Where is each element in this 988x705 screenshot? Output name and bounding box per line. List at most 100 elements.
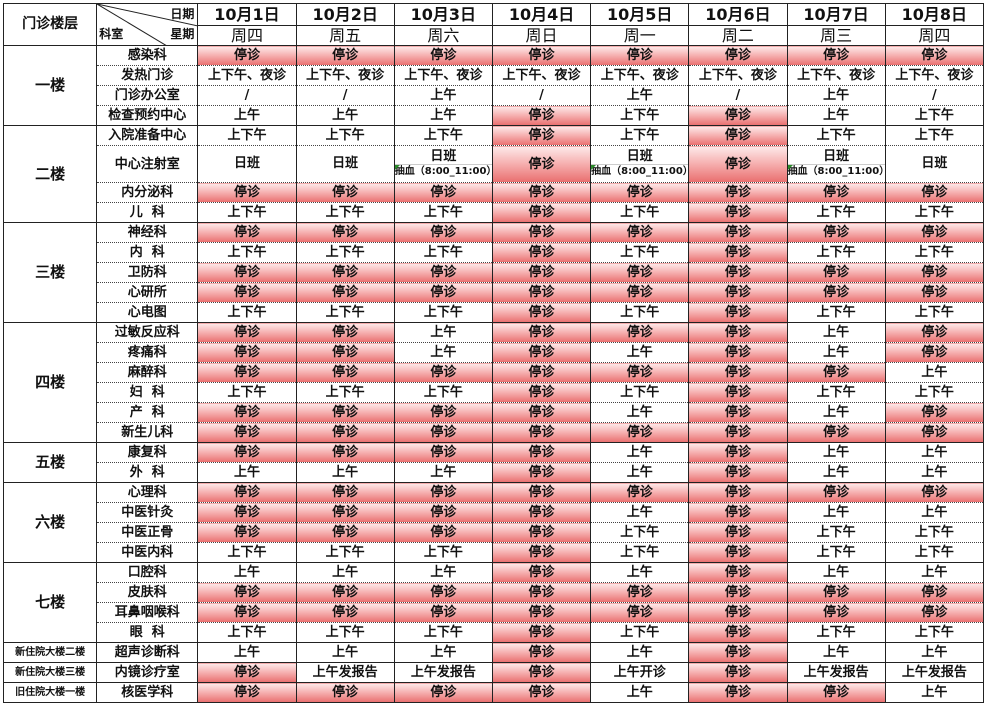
closed-cell: 停诊	[688, 582, 788, 603]
schedule-cell: 上下午	[786, 302, 886, 323]
closed-cell: 停诊	[786, 282, 886, 303]
floor-label: 二楼	[2, 125, 98, 223]
closed-cell: 停诊	[197, 502, 297, 523]
closed-cell: 停诊	[688, 202, 788, 223]
closed-cell: 停诊	[688, 602, 788, 623]
closed-cell: 停诊	[491, 402, 592, 423]
closed-cell: 停诊	[491, 342, 592, 363]
schedule-cell: 上下午、夜诊	[491, 65, 592, 86]
schedule-cell: 上午	[786, 502, 886, 523]
date-header: 10月6日	[688, 3, 788, 26]
closed-cell: 停诊	[295, 482, 395, 503]
table-row: 妇 科上下午 上下午 上下午 停诊 上下午 停诊 上下午 上下午	[4, 382, 985, 403]
diagonal-lines	[97, 4, 197, 45]
schedule-cell: 上下午	[197, 382, 297, 403]
schedule-cell: 上午	[786, 562, 886, 583]
closed-cell: 停诊	[295, 45, 395, 66]
schedule-cell: 上午	[590, 682, 690, 703]
closed-cell: 停诊	[197, 582, 297, 603]
schedule-cell: 上下午	[393, 622, 493, 643]
department-name: 发热门诊	[96, 65, 199, 86]
schedule-cell: 上午	[590, 562, 690, 583]
schedule-body: 一楼 感染科 停诊 停诊 停诊 停诊 停诊 停诊 停诊 停诊 发热门诊 上下午、夜诊 上下午、夜诊 上下午…	[2, 45, 985, 703]
closed-cell: 停诊	[688, 462, 788, 483]
schedule-cell: 上下午	[786, 622, 886, 643]
schedule-cell: /	[884, 85, 985, 106]
schedule-cell: 上下午	[393, 542, 493, 563]
schedule-cell: 上午	[393, 342, 493, 363]
schedule-cell: 上下午	[590, 522, 690, 543]
diagonal-header-cell: 日期 科室 星期	[96, 3, 199, 46]
table-row: 七楼 口腔科 上午 上午 上午 停诊 上午 停诊 上午 上午	[2, 562, 985, 643]
schedule-cell: 上午	[590, 342, 690, 363]
closed-cell: 停诊	[295, 442, 395, 463]
schedule-cell: 上下午、夜诊	[884, 65, 985, 86]
department-name: 过敏反应科	[96, 322, 199, 343]
schedule-cell: 上午	[393, 85, 493, 106]
closed-cell: 停诊	[393, 262, 493, 283]
closed-cell: 停诊	[197, 482, 297, 503]
table-row: 一楼 感染科 停诊 停诊 停诊 停诊 停诊 停诊 停诊 停诊	[2, 45, 985, 126]
closed-cell: 停诊	[590, 262, 690, 283]
dept-axis-label: 科室	[99, 27, 124, 41]
closed-cell: 停诊	[393, 282, 493, 303]
schedule-cell: 上下午	[590, 302, 690, 323]
schedule-cell: /	[295, 85, 395, 106]
schedule-cell: 日班 抽血（8:00_11:00）	[786, 145, 886, 183]
table-row: 五楼 康复科 停诊 停诊 停诊 停诊 上午 停诊 上午 上午	[2, 442, 985, 483]
table-row: 产 科停诊 停诊 停诊 停诊 上午 停诊 上午 停诊	[4, 402, 985, 423]
weekday-header: 周二	[688, 25, 788, 46]
closed-cell: 停诊	[884, 482, 985, 503]
date-header: 10月7日	[786, 3, 886, 26]
closed-cell: 停诊	[491, 582, 592, 603]
blood-draw-hours: 抽血（8:00_11:00）	[787, 163, 886, 177]
schedule-cell: 上下午	[590, 105, 690, 126]
schedule-cell: 上午	[393, 642, 493, 663]
schedule-cell: 上下午	[393, 382, 493, 403]
closed-cell: 停诊	[295, 182, 395, 203]
closed-cell: 停诊	[786, 45, 886, 66]
date-header: 10月2日	[295, 3, 395, 26]
closed-cell: 停诊	[688, 482, 788, 503]
schedule-cell: 上午	[590, 442, 690, 463]
closed-cell: 停诊	[197, 262, 297, 283]
closed-cell: 停诊	[491, 222, 592, 243]
department-name: 超声诊断科	[96, 642, 199, 663]
schedule-cell: 上下午	[884, 242, 985, 263]
closed-cell: 停诊	[786, 182, 886, 203]
table-row: 六楼 心理科 停诊 停诊 停诊 停诊 停诊 停诊 停诊 停诊	[2, 482, 985, 563]
schedule-cell: 上下午	[295, 302, 395, 323]
schedule-cell: 上午	[884, 362, 985, 383]
schedule-cell: 上午	[197, 562, 297, 583]
schedule-cell: 上午	[295, 642, 395, 663]
schedule-cell: 上下午	[590, 202, 690, 223]
schedule-cell: 上下午	[197, 125, 297, 146]
floor-label: 新住院大楼三楼	[2, 662, 98, 683]
closed-cell: 停诊	[786, 682, 886, 703]
closed-cell: 停诊	[295, 582, 395, 603]
closed-cell: 停诊	[688, 442, 788, 463]
closed-cell: 停诊	[688, 342, 788, 363]
closed-cell: 停诊	[491, 302, 592, 323]
schedule-cell: 上午	[590, 642, 690, 663]
schedule-cell: 上下午	[197, 622, 297, 643]
department-name: 新生儿科	[96, 422, 199, 443]
table-row: 儿 科上下午 上下午 上下午 停诊 上下午 停诊 上下午 上下午	[4, 202, 985, 223]
closed-cell: 停诊	[884, 282, 985, 303]
floor-label: 旧住院大楼一楼	[2, 682, 98, 703]
schedule-cell: 上午	[590, 502, 690, 523]
schedule-cell: 上午	[786, 322, 886, 343]
closed-cell: 停诊	[393, 362, 493, 383]
schedule-cell: 上下午	[884, 125, 985, 146]
schedule-cell: 上午	[786, 462, 886, 483]
department-name: 检查预约中心	[96, 105, 199, 126]
schedule-cell: 上午发报告	[295, 662, 395, 683]
closed-cell: 停诊	[688, 125, 788, 146]
schedule-cell: 上下午	[393, 202, 493, 223]
schedule-cell: 上下午、夜诊	[688, 65, 788, 86]
closed-cell: 停诊	[688, 682, 788, 703]
department-name: 心电图	[96, 302, 199, 323]
schedule-cell: 上午发报告	[884, 662, 985, 683]
table-row: 中医内科 上下午 上下午 上下午 停诊 上下午 停诊 上下午 上下午	[4, 542, 985, 563]
schedule-cell: 上午	[197, 105, 297, 126]
